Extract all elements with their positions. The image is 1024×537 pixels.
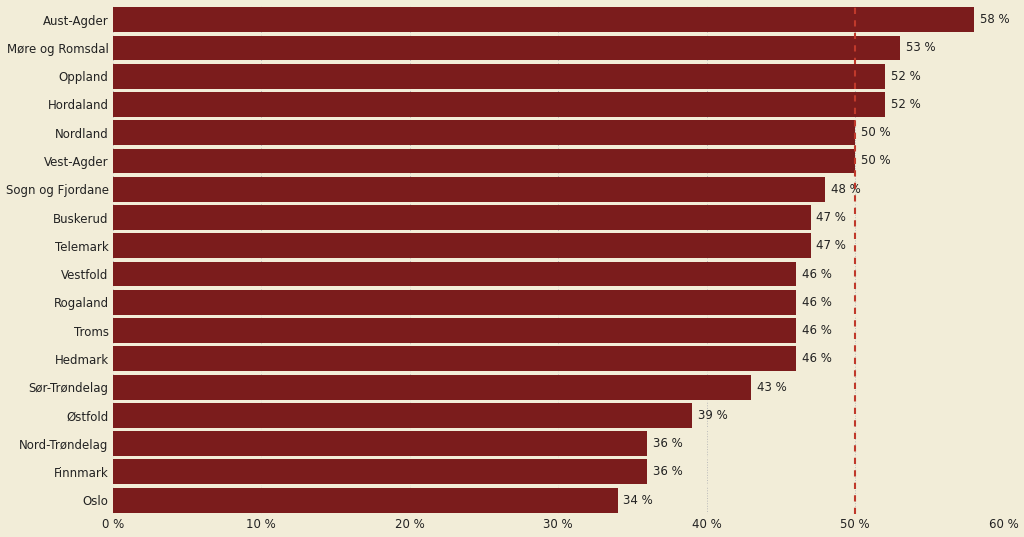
- Bar: [113, 177, 825, 202]
- Text: 50 %: 50 %: [861, 155, 891, 168]
- Bar: [113, 403, 692, 428]
- Bar: [113, 234, 811, 258]
- Bar: [113, 290, 796, 315]
- Text: 52 %: 52 %: [891, 98, 921, 111]
- Text: 36 %: 36 %: [653, 466, 683, 478]
- Bar: [113, 488, 617, 513]
- Text: 47 %: 47 %: [816, 240, 847, 252]
- Text: 46 %: 46 %: [802, 324, 831, 337]
- Bar: [113, 149, 855, 173]
- Bar: [113, 64, 885, 89]
- Text: 43 %: 43 %: [757, 381, 786, 394]
- Text: 46 %: 46 %: [802, 296, 831, 309]
- Text: 58 %: 58 %: [980, 13, 1010, 26]
- Text: 53 %: 53 %: [905, 41, 935, 54]
- Text: 50 %: 50 %: [861, 126, 891, 139]
- Text: 36 %: 36 %: [653, 437, 683, 450]
- Text: 48 %: 48 %: [831, 183, 861, 196]
- Bar: [113, 318, 796, 343]
- Bar: [113, 92, 885, 117]
- Text: 46 %: 46 %: [802, 352, 831, 365]
- Text: 47 %: 47 %: [816, 211, 847, 224]
- Bar: [113, 431, 647, 456]
- Text: 46 %: 46 %: [802, 267, 831, 280]
- Bar: [113, 262, 796, 286]
- Text: 52 %: 52 %: [891, 70, 921, 83]
- Text: 39 %: 39 %: [697, 409, 727, 422]
- Bar: [113, 375, 752, 400]
- Bar: [113, 35, 900, 60]
- Bar: [113, 460, 647, 484]
- Bar: [113, 8, 974, 32]
- Bar: [113, 205, 811, 230]
- Text: 34 %: 34 %: [624, 494, 653, 506]
- Bar: [113, 346, 796, 371]
- Bar: [113, 120, 855, 145]
